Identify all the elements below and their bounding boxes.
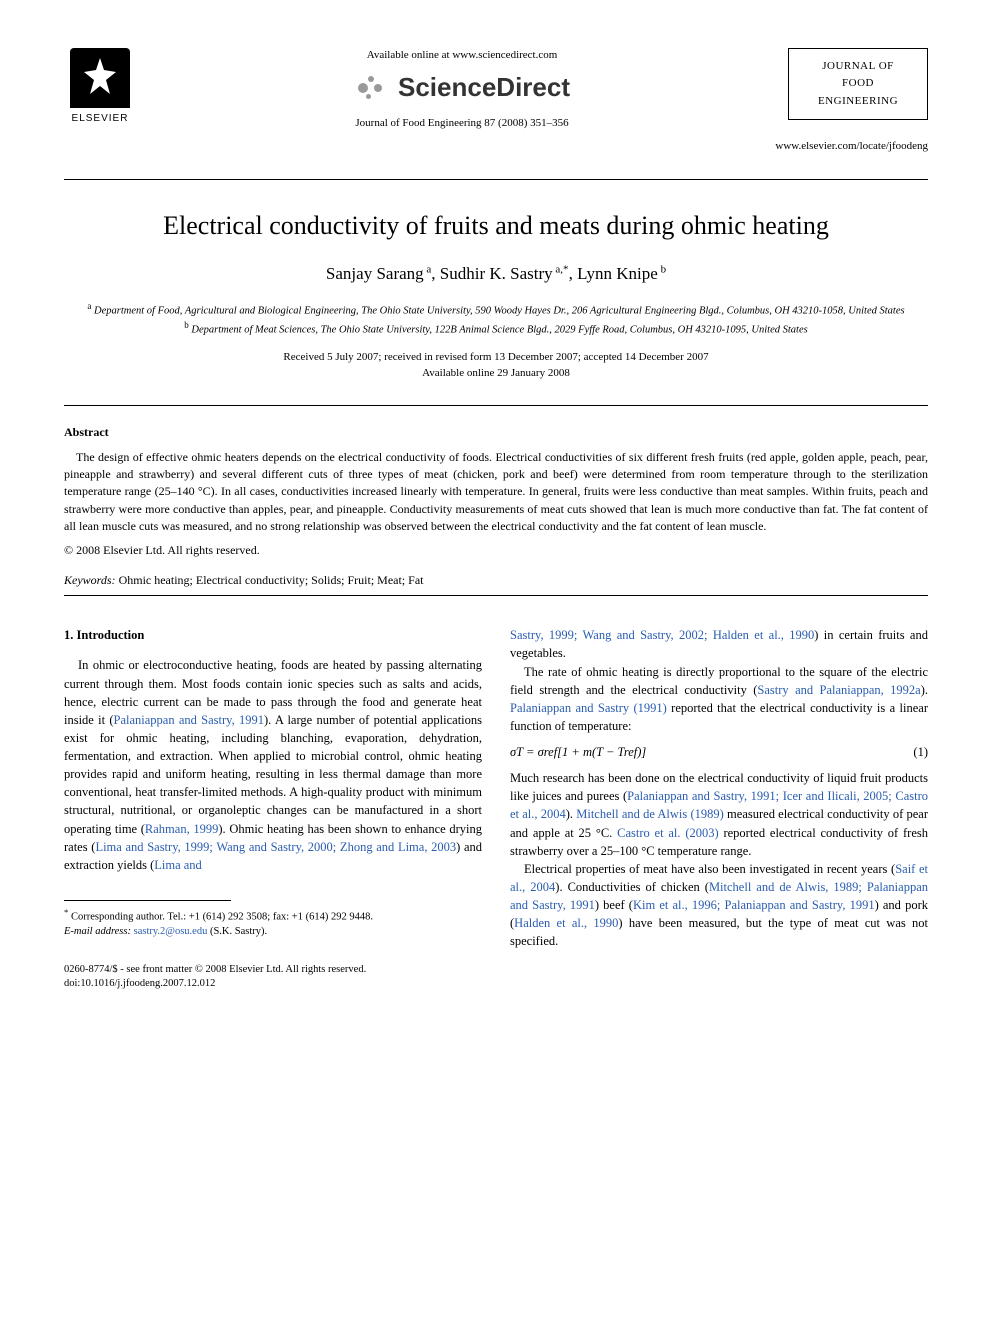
footnote-rule bbox=[64, 900, 231, 901]
ref-link[interactable]: Rahman, 1999 bbox=[145, 822, 218, 836]
online-line: Available online 29 January 2008 bbox=[64, 366, 928, 381]
email-link[interactable]: sastry.2@osu.edu bbox=[134, 926, 208, 937]
received-line: Received 5 July 2007; received in revise… bbox=[64, 350, 928, 365]
corresponding-author-note: * Corresponding author. Tel.: +1 (614) 2… bbox=[64, 907, 482, 925]
top-rule bbox=[64, 179, 928, 180]
available-online-text: Available online at www.sciencedirect.co… bbox=[156, 48, 768, 63]
elsevier-label: ELSEVIER bbox=[72, 112, 129, 126]
intro-para-3: Much research has been done on the elect… bbox=[510, 769, 928, 860]
ref-link[interactable]: Lima and bbox=[154, 858, 202, 872]
journal-box: JOURNAL OF FOOD ENGINEERING bbox=[788, 48, 928, 120]
journal-box-line-0: JOURNAL OF bbox=[795, 59, 921, 74]
sciencedirect-logo: ScienceDirect bbox=[156, 69, 768, 105]
mid-rule-2 bbox=[64, 595, 928, 596]
header-row: ELSEVIER Available online at www.science… bbox=[64, 48, 928, 131]
right-column: Sastry, 1999; Wang and Sastry, 2002; Hal… bbox=[510, 626, 928, 991]
journal-citation: Journal of Food Engineering 87 (2008) 35… bbox=[156, 116, 768, 131]
doi-line: doi:10.1016/j.jfoodeng.2007.12.012 bbox=[64, 977, 482, 991]
journal-box-wrap: JOURNAL OF FOOD ENGINEERING bbox=[788, 48, 928, 120]
authors: Sanjay Sarang a, Sudhir K. Sastry a,*, L… bbox=[64, 262, 928, 286]
section-1-heading: 1. Introduction bbox=[64, 626, 482, 644]
intro-para-4: Electrical properties of meat have also … bbox=[510, 860, 928, 951]
affiliation-a: a Department of Food, Agricultural and B… bbox=[64, 300, 928, 319]
keywords-values: Ohmic heating; Electrical conductivity; … bbox=[119, 573, 424, 587]
affiliation-b: b Department of Meat Sciences, The Ohio … bbox=[64, 319, 928, 338]
mid-rule-1 bbox=[64, 405, 928, 406]
article-dates: Received 5 July 2007; received in revise… bbox=[64, 350, 928, 381]
body-columns: 1. Introduction In ohmic or electrocondu… bbox=[64, 626, 928, 991]
ref-link[interactable]: Sastry and Palaniappan, 1992a bbox=[757, 683, 920, 697]
elsevier-logo: ELSEVIER bbox=[64, 48, 136, 126]
ref-link[interactable]: Castro et al. (2003) bbox=[617, 826, 719, 840]
ref-link[interactable]: Palaniappan and Sastry, 1991 bbox=[114, 713, 265, 727]
keywords: Keywords: Ohmic heating; Electrical cond… bbox=[64, 572, 928, 589]
bottom-meta: 0260-8774/$ - see front matter © 2008 El… bbox=[64, 963, 482, 991]
ref-link[interactable]: Halden et al., 1990 bbox=[514, 916, 618, 930]
intro-para-1-cont: Sastry, 1999; Wang and Sastry, 2002; Hal… bbox=[510, 626, 928, 662]
center-header: Available online at www.sciencedirect.co… bbox=[136, 48, 788, 131]
elsevier-tree-icon bbox=[70, 48, 130, 108]
article-title: Electrical conductivity of fruits and me… bbox=[64, 208, 928, 244]
ref-link[interactable]: Lima and Sastry, 1999; Wang and Sastry, … bbox=[95, 840, 456, 854]
equation-1: σT = σref[1 + m(T − Tref)] (1) bbox=[510, 743, 928, 761]
ref-link[interactable]: Palaniappan and Sastry (1991) bbox=[510, 701, 667, 715]
ref-link[interactable]: Sastry, 1999; Wang and Sastry, 2002; Hal… bbox=[510, 628, 814, 642]
journal-box-line-1: FOOD bbox=[795, 76, 921, 91]
affiliations: a Department of Food, Agricultural and B… bbox=[64, 300, 928, 338]
keywords-label: Keywords: bbox=[64, 573, 116, 587]
abstract-block: Abstract The design of effective ohmic h… bbox=[64, 424, 928, 589]
intro-para-1: In ohmic or electroconductive heating, f… bbox=[64, 656, 482, 874]
ref-link[interactable]: Kim et al., 1996; Palaniappan and Sastry… bbox=[633, 898, 875, 912]
abstract-heading: Abstract bbox=[64, 424, 928, 441]
sciencedirect-dots-icon bbox=[354, 74, 390, 102]
footnotes: * Corresponding author. Tel.: +1 (614) 2… bbox=[64, 907, 482, 939]
abstract-body: The design of effective ohmic heaters de… bbox=[64, 449, 928, 536]
equation-body: σT = σref[1 + m(T − Tref)] bbox=[510, 743, 646, 761]
sciencedirect-text: ScienceDirect bbox=[398, 69, 570, 105]
left-column: 1. Introduction In ohmic or electrocondu… bbox=[64, 626, 482, 991]
equation-number: (1) bbox=[913, 743, 928, 761]
email-line: E-mail address: sastry.2@osu.edu (S.K. S… bbox=[64, 925, 482, 939]
locate-url: www.elsevier.com/locate/jfoodeng bbox=[64, 139, 928, 154]
issn-line: 0260-8774/$ - see front matter © 2008 El… bbox=[64, 963, 482, 977]
ref-link[interactable]: Mitchell and de Alwis (1989) bbox=[576, 807, 724, 821]
journal-box-line-2: ENGINEERING bbox=[795, 94, 921, 109]
intro-para-2: The rate of ohmic heating is directly pr… bbox=[510, 663, 928, 736]
abstract-copyright: © 2008 Elsevier Ltd. All rights reserved… bbox=[64, 542, 928, 559]
